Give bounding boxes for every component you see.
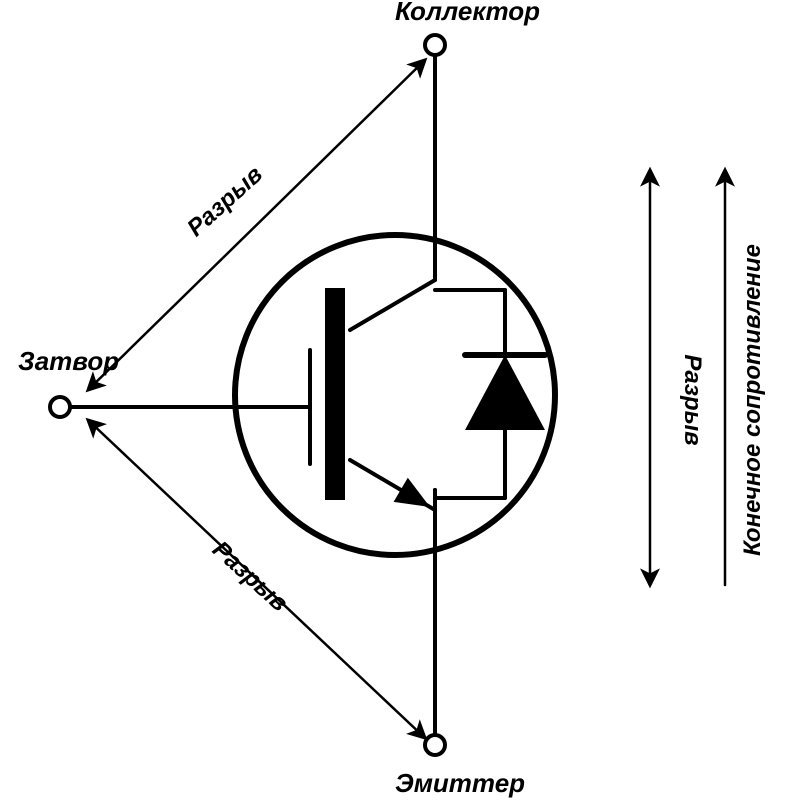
gate-terminal (50, 397, 70, 417)
collector-terminal (425, 35, 445, 55)
break-gc-label: Разрыв (182, 161, 268, 242)
channel-bar (325, 288, 345, 500)
collector-label: Коллектор (395, 0, 540, 26)
emitter-arrow-icon (394, 478, 430, 507)
igbt-diagram: Коллектор Эмиттер Затвор Разрыв Разрыв Разрыв… (0, 0, 790, 804)
break-ce-label: Разрыв (679, 354, 706, 445)
diode-triangle-icon (465, 355, 545, 430)
collector-leg (350, 280, 435, 330)
emitter-label: Эмиттер (395, 768, 525, 798)
gate-label: Затвор (18, 346, 119, 376)
gate-collector-arrow (88, 60, 425, 390)
finite-resistance-label: Конечное сопротивление (739, 244, 766, 556)
emitter-terminal (425, 735, 445, 755)
break-ge-label: Разрыв (207, 536, 293, 617)
